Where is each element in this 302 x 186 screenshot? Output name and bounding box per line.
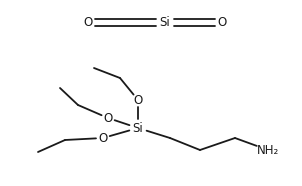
Text: O: O: [133, 94, 143, 107]
Text: Si: Si: [133, 121, 143, 134]
Text: O: O: [98, 132, 108, 145]
Text: Si: Si: [160, 15, 170, 28]
Text: O: O: [83, 15, 93, 28]
Text: NH₂: NH₂: [257, 144, 279, 156]
Text: O: O: [217, 15, 226, 28]
Text: O: O: [103, 111, 113, 124]
